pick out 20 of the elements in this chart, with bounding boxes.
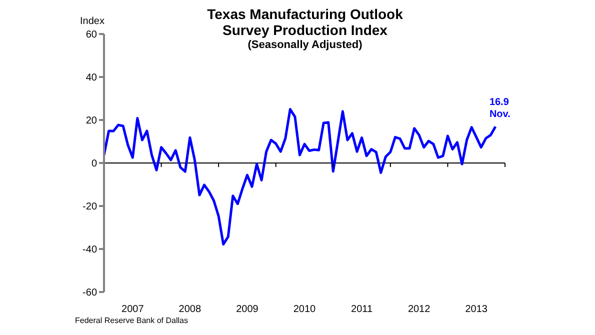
x-tick-label: 2007 xyxy=(122,304,144,315)
x-tick-label: 2013 xyxy=(465,304,488,315)
y-tick-label: 20 xyxy=(86,116,98,127)
x-tick-label: 2012 xyxy=(408,304,431,315)
y-axis-title: Index xyxy=(80,16,104,27)
x-tick-label: 2010 xyxy=(293,304,316,315)
y-tick-label: 60 xyxy=(86,30,98,41)
y-tick-label: 40 xyxy=(86,72,98,84)
y-tick-label: -40 xyxy=(82,244,98,256)
x-tick-label: 2008 xyxy=(178,304,202,315)
y-tick-label: -60 xyxy=(82,288,98,299)
annotation: Nov. xyxy=(489,108,510,121)
y-tick-label: 0 xyxy=(91,158,98,170)
annotation: 16.9 xyxy=(489,96,509,109)
text: Federal Reserve Bank of Dallas xyxy=(75,316,188,325)
chart-title: Texas Manufacturing Outlook Survey Production Index xyxy=(206,6,404,38)
chart-subtitle: (Seasonally Adjusted) xyxy=(246,39,364,51)
x-tick-label: 2009 xyxy=(236,304,259,315)
x-tick-label: 2011 xyxy=(351,304,373,315)
y-tick-label: -20 xyxy=(82,202,98,213)
